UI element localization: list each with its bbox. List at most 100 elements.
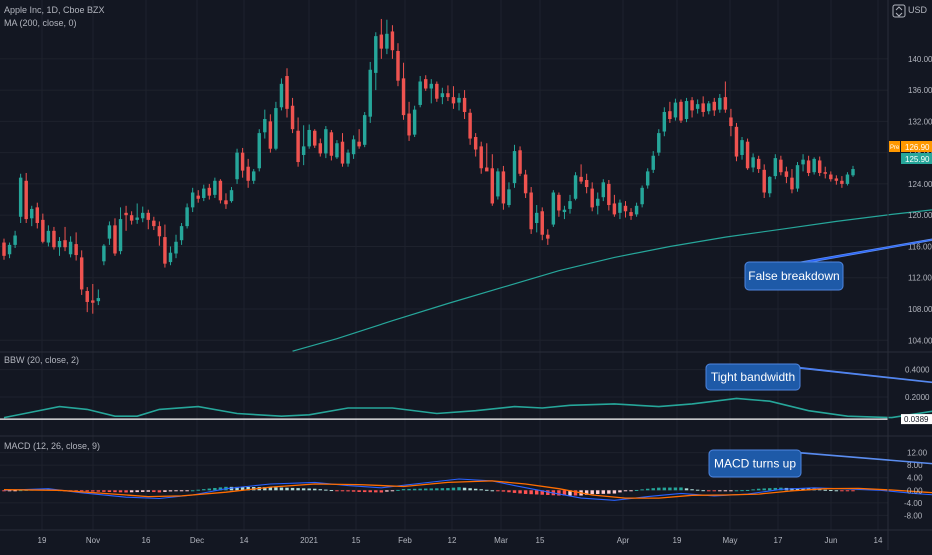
candle-body: [63, 240, 66, 247]
macd-hist-bar: [91, 490, 94, 491]
macd-hist-bar: [491, 490, 494, 491]
candle-body: [724, 97, 727, 110]
macd-hist-bar: [363, 490, 366, 492]
candle-body: [135, 218, 138, 220]
candle-body: [341, 142, 344, 164]
candle-body: [851, 169, 854, 175]
macd-legend[interactable]: MACD (12, 26, close, 9): [4, 441, 100, 451]
macd-hist-bar: [407, 489, 410, 490]
x-tick-label: 14: [874, 536, 883, 545]
macd-tick-label: 4.00: [907, 474, 923, 483]
macd-hist-bar: [163, 490, 166, 492]
macd-hist-bar: [685, 488, 688, 490]
x-tick-label: 19: [673, 536, 682, 545]
macd-hist-bar: [280, 488, 283, 491]
price-tick-label: 132.00: [908, 117, 932, 126]
candle-body: [357, 142, 360, 147]
candle[interactable]: [258, 129, 261, 171]
candle[interactable]: [219, 179, 222, 203]
macd-hist-bar: [319, 489, 322, 490]
symbol-title[interactable]: Apple Inc, 1D, Cboe BZX: [4, 5, 105, 15]
macd-hist-bar: [713, 490, 716, 491]
candle[interactable]: [746, 139, 749, 170]
candle[interactable]: [496, 168, 499, 199]
candle[interactable]: [369, 62, 372, 123]
candle[interactable]: [413, 106, 416, 137]
x-tick-label: 16: [142, 536, 151, 545]
macd-hist-bar: [524, 490, 527, 494]
candle[interactable]: [502, 166, 505, 210]
macd-hist-bar: [418, 489, 421, 491]
candle-body: [130, 215, 133, 220]
x-tick-label: Apr: [617, 536, 630, 545]
macd-hist-bar: [313, 489, 316, 491]
candle[interactable]: [235, 149, 238, 184]
bbw-tick-label: 0.4000: [905, 366, 930, 375]
candle-body: [346, 153, 349, 164]
macd-hist-bar: [380, 490, 383, 492]
macd-hist-bar: [202, 489, 205, 490]
candle-body: [374, 36, 377, 73]
macd-hist-bar: [124, 490, 127, 492]
candle[interactable]: [529, 187, 532, 234]
price-tick-label: 124.00: [908, 180, 932, 189]
candle[interactable]: [518, 146, 521, 176]
candle[interactable]: [363, 112, 366, 147]
macd-tick-label: -4.00: [904, 499, 923, 508]
x-tick-label: Nov: [86, 536, 100, 545]
candle[interactable]: [679, 99, 682, 122]
candle-body: [141, 213, 144, 218]
candle[interactable]: [274, 102, 277, 150]
candle[interactable]: [513, 145, 516, 188]
candle-body: [463, 98, 466, 112]
macd-tick-label: -8.00: [904, 511, 923, 520]
candle-body: [696, 104, 699, 109]
candle-body: [812, 159, 815, 172]
candle-body: [2, 243, 5, 256]
candle-body: [846, 175, 849, 184]
candle-body: [768, 177, 771, 193]
candle-body: [485, 167, 488, 171]
candle[interactable]: [324, 126, 327, 158]
macd-hist-bar: [435, 488, 438, 490]
candle-body: [668, 111, 671, 119]
candle-body: [635, 206, 638, 215]
ma-legend[interactable]: MA (200, close, 0): [4, 18, 77, 28]
candle[interactable]: [657, 129, 660, 156]
candle[interactable]: [19, 174, 22, 223]
candle[interactable]: [552, 190, 555, 227]
candle-body: [319, 143, 322, 153]
candle-body: [313, 131, 316, 146]
candle[interactable]: [812, 157, 815, 174]
candle-body: [396, 51, 399, 81]
macd-hist-bar: [613, 490, 616, 493]
bbw-legend[interactable]: BBW (20, close, 2): [4, 355, 79, 365]
candle-body: [202, 189, 205, 198]
candle[interactable]: [735, 123, 738, 161]
candle-body: [74, 244, 77, 255]
macd-hist-bar: [679, 487, 682, 490]
candle-body: [307, 130, 310, 146]
candle[interactable]: [640, 185, 643, 207]
candle-body: [291, 106, 294, 129]
candle[interactable]: [796, 162, 799, 192]
candle-body: [352, 139, 355, 154]
macd-hist-bar: [135, 490, 138, 492]
macd-hist-bar: [740, 490, 743, 491]
candle[interactable]: [574, 172, 577, 200]
macd-hist-bar: [513, 490, 516, 493]
candle[interactable]: [685, 98, 688, 122]
candle-body: [47, 231, 50, 243]
macd-hist-bar: [663, 488, 666, 491]
candle-body: [441, 93, 444, 97]
candle-body: [180, 226, 183, 240]
candle-body: [807, 160, 810, 173]
macd-hist-bar: [468, 488, 471, 490]
candle[interactable]: [313, 129, 316, 148]
macd-hist-bar: [507, 490, 510, 492]
x-tick-label: 14: [240, 536, 249, 545]
candle-body: [235, 153, 238, 180]
macd-hist-bar: [729, 490, 732, 491]
